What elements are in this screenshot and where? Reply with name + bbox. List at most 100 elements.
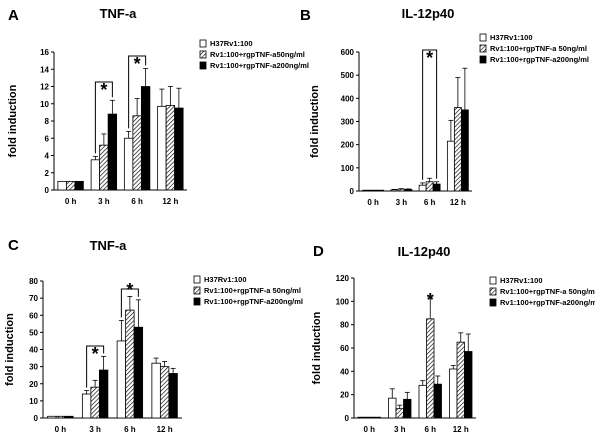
y-tick-label: 0: [350, 187, 355, 196]
bar-black: [98, 369, 109, 419]
x-tick-label: 6 h: [424, 198, 436, 207]
panel-b: IL-12p40 fold induction 0 100 200 300 400 500 60…: [309, 6, 589, 207]
bar-white: [157, 105, 167, 191]
bar-hatched: [65, 180, 76, 191]
legend-label: Rv1:100+rgpTNF-a 50ng/ml: [204, 286, 301, 295]
legend-swatch-white: [193, 275, 201, 284]
bar-hatched: [365, 416, 374, 419]
y-tick-label: 80: [340, 321, 349, 330]
legend-swatch-white: [489, 276, 497, 285]
bar-black: [168, 373, 178, 419]
legend-label: H37Rv1:100: [500, 276, 543, 285]
significance-bracket: [120, 288, 139, 318]
legend-label: H37Rv1:100: [490, 33, 533, 42]
bar-hatched: [125, 309, 135, 419]
bar-hatched: [369, 189, 378, 192]
legend-swatch-black: [193, 297, 201, 306]
legend-label: H37Rv1:100: [204, 275, 247, 284]
bar-black: [107, 113, 118, 191]
legend-label: Rv1:100+rgpTNF-a50ng/ml: [210, 50, 305, 59]
legend-label: Rv1:100+rgpTNF-a 50ng/ml: [490, 44, 587, 53]
x-tick-label: 12 h: [450, 198, 466, 207]
y-tick-label: 80: [29, 277, 38, 286]
bar-white: [449, 368, 458, 419]
legend-label: H37Rv1:100: [210, 39, 253, 48]
x-tick-label: 6 h: [424, 425, 436, 434]
legend-swatch-hatched: [479, 44, 487, 53]
bar-hatched: [55, 415, 66, 419]
significance-star: *: [427, 290, 434, 310]
bar-black: [464, 351, 473, 419]
y-tick-label: 16: [40, 48, 49, 57]
x-tick-label: 0 h: [367, 198, 379, 207]
panel-d: IL-12p40 fold induction 0 20 40 60 80 100 120 0 h…: [311, 244, 595, 434]
bar-white: [418, 184, 427, 192]
panel-letter-d: D: [313, 243, 324, 260]
bar-white: [123, 137, 134, 191]
x-tick-label: 12 h: [157, 425, 173, 434]
panel-letter-b: B: [300, 7, 311, 24]
bar-white: [90, 159, 101, 191]
legend-label: Rv1:100+rgpTNF-a200ng/ml: [204, 297, 303, 306]
x-tick-label: 0 h: [65, 197, 77, 206]
y-tick-label: 10: [40, 100, 49, 109]
bar-white: [388, 397, 397, 419]
bar-white: [81, 393, 92, 419]
y-tick-label: 6: [45, 134, 50, 143]
legend-swatch-black: [479, 55, 487, 64]
bar-hatched: [453, 107, 462, 192]
bar-hatched: [425, 181, 434, 192]
significance-bracket: [128, 55, 147, 129]
y-tick-label: 200: [341, 141, 355, 150]
y-tick-label: 2: [45, 169, 50, 178]
legend-swatch-white: [479, 33, 487, 42]
significance-bracket: [94, 81, 113, 154]
bar-hatched: [456, 341, 465, 419]
bar-hatched: [397, 188, 406, 192]
chart-title: IL-12p40: [398, 244, 451, 259]
legend-label: Rv1:100+rgpTNF-a 50ng/ml: [500, 287, 595, 296]
bar-black: [372, 416, 381, 419]
legend-swatch-black: [199, 61, 207, 70]
y-tick-label: 0: [45, 186, 50, 195]
panel-c: TNF-a fold induction 0 10 20 30 40 50 60 70 80 0 h 3…: [4, 238, 303, 434]
y-tick-label: 50: [29, 328, 38, 337]
legend-swatch-hatched: [199, 50, 207, 59]
x-tick-label: 12 h: [453, 425, 469, 434]
bar-black: [74, 180, 84, 191]
bar-hatched: [165, 105, 176, 191]
chart-title: TNF-a: [100, 6, 138, 21]
panel-a: TNF-a fold induction 0 2 4 6 8 10 12 14 16 0 h 3 h 6 …: [7, 6, 309, 206]
y-tick-label: 4: [45, 152, 50, 161]
significance-star: *: [92, 344, 99, 364]
x-tick-label: 3 h: [394, 425, 406, 434]
bar-white: [47, 415, 57, 419]
significance-star: *: [126, 280, 133, 300]
legend-label: Rv1:100+rgpTNF-a200ng/ml: [500, 298, 595, 307]
significance-star: *: [100, 80, 107, 100]
x-tick-label: 3 h: [89, 425, 101, 434]
bar-black: [140, 86, 151, 191]
bar-hatched: [99, 144, 109, 191]
chart-title: IL-12p40: [402, 6, 455, 21]
x-tick-label: 3 h: [396, 198, 408, 207]
bar-white: [57, 180, 67, 191]
y-axis-label: fold induction: [311, 311, 323, 384]
y-tick-label: 30: [29, 363, 38, 372]
y-tick-label: 60: [340, 344, 349, 353]
y-tick-label: 120: [336, 274, 350, 283]
y-tick-label: 12: [40, 83, 49, 92]
y-tick-label: 100: [341, 164, 355, 173]
bar-black: [432, 183, 441, 192]
y-tick-label: 8: [45, 117, 50, 126]
y-tick-label: 40: [29, 346, 38, 355]
bar-black: [404, 188, 413, 192]
y-tick-label: 60: [29, 311, 38, 320]
legend-swatch-hatched: [193, 286, 201, 295]
legend-label: Rv1:100+rgpTNF-a200ng/ml: [210, 61, 309, 70]
y-axis-label: fold induction: [309, 85, 321, 158]
y-tick-label: 70: [29, 294, 38, 303]
bar-black: [64, 415, 74, 419]
y-tick-label: 100: [336, 297, 350, 306]
y-tick-label: 20: [340, 391, 349, 400]
